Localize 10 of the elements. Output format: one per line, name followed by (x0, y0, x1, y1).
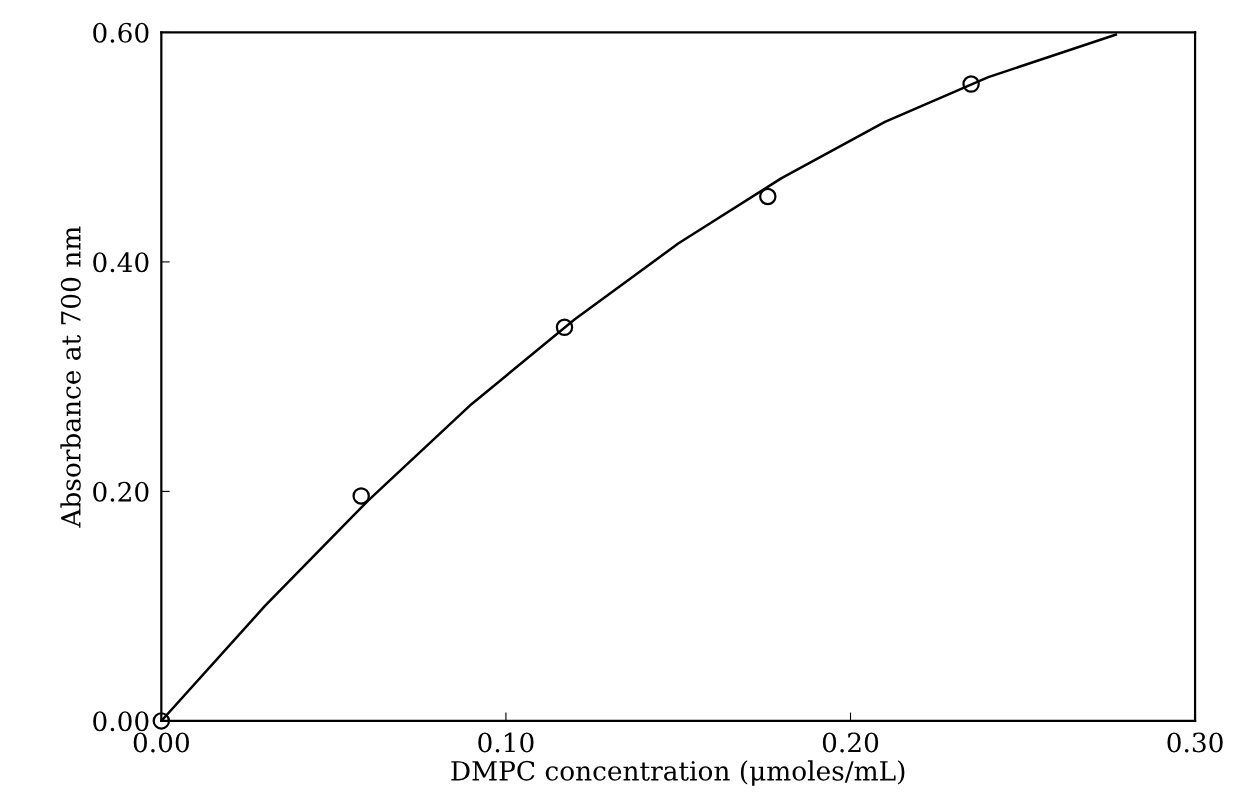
y-tick-label: 0.20 (93, 481, 149, 502)
x-axis-title: DMPC concentration (μmoles/mL) (451, 760, 905, 786)
y-tick-label: 0.60 (93, 22, 149, 43)
x-tick-label: 0.20 (822, 732, 879, 753)
x-tick-label: 0.00 (133, 732, 189, 753)
y-tick-label: 0.00 (93, 711, 149, 732)
y-axis-title: Absorbance at 700 nm (60, 226, 81, 528)
x-tick-label: 0.30 (1167, 732, 1223, 753)
x-tick-label: 0.10 (478, 732, 534, 753)
y-tick-label: 0.40 (93, 252, 149, 273)
